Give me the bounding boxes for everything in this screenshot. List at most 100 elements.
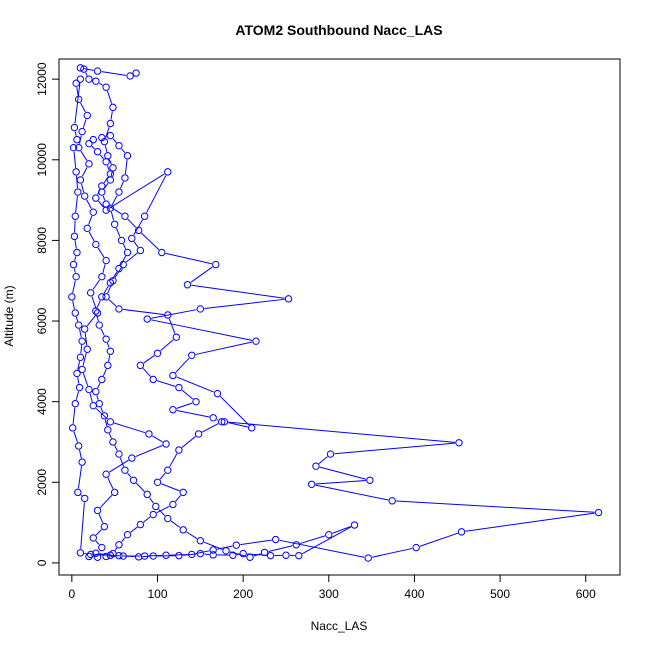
series-segment	[152, 435, 163, 443]
x-tick-label: 400	[404, 587, 424, 601]
data-point	[188, 351, 196, 359]
data-point	[164, 466, 172, 474]
series-segment	[159, 472, 166, 480]
series-segment	[143, 355, 155, 364]
data-point	[85, 385, 93, 394]
data-point	[172, 333, 181, 341]
series-segment	[74, 131, 77, 136]
chart-title: ATOM2 Southbound Nacc_LAS	[235, 22, 442, 38]
series-segment	[77, 466, 83, 489]
data-point	[212, 260, 220, 269]
data-point	[292, 541, 300, 549]
series-segment	[141, 232, 160, 251]
series-segment	[82, 353, 87, 366]
x-tick-label: 300	[319, 587, 339, 601]
series-segment	[396, 500, 595, 513]
data-point	[100, 522, 109, 531]
data-point	[179, 526, 187, 534]
data-point	[74, 321, 83, 329]
data-point	[102, 206, 110, 214]
data-point	[121, 174, 129, 182]
data-point	[93, 67, 102, 75]
data-point	[89, 401, 97, 410]
series-segment	[101, 71, 127, 76]
series-segment	[299, 535, 326, 545]
data-point	[121, 212, 129, 220]
data-point	[220, 418, 229, 426]
data-point	[109, 438, 117, 446]
data-point	[140, 212, 149, 220]
data-point	[266, 551, 275, 560]
data-point	[455, 439, 463, 447]
data-point	[209, 546, 217, 554]
data-point	[76, 75, 85, 83]
data-point	[100, 412, 109, 420]
series-segment	[161, 483, 180, 492]
x-axis-label: Nacc_LAS	[311, 619, 368, 633]
series-segment	[80, 502, 85, 549]
data-point	[136, 246, 145, 255]
data-point	[109, 164, 117, 172]
data-point	[175, 446, 183, 454]
series-segment	[81, 167, 88, 177]
data-point	[89, 534, 97, 542]
data-point	[106, 119, 115, 128]
data-point	[121, 466, 129, 474]
series-segment	[84, 68, 94, 71]
x-tick-label: 0	[69, 587, 76, 601]
data-point	[80, 65, 88, 73]
data-point	[136, 520, 145, 529]
data-point	[194, 430, 203, 438]
series-segment	[109, 205, 122, 215]
series-segment	[465, 512, 595, 532]
series-segment	[114, 267, 122, 278]
series-segment	[107, 477, 114, 489]
data-point	[196, 549, 205, 558]
data-point	[92, 194, 100, 202]
data-point	[73, 248, 81, 257]
series-segment	[106, 90, 113, 104]
series-segment	[127, 218, 137, 228]
series-segment	[228, 422, 248, 428]
data-point	[594, 508, 603, 517]
data-point	[169, 500, 177, 509]
data-point	[222, 547, 230, 555]
series-segment	[151, 319, 253, 341]
data-point	[109, 277, 117, 285]
y-tick-label: 0	[35, 559, 49, 566]
data-point	[109, 549, 117, 558]
series-segment	[86, 315, 96, 327]
series-segment	[74, 83, 81, 124]
y-tick-label: 4000	[35, 388, 49, 415]
data-point	[102, 83, 110, 91]
series-segment	[121, 148, 126, 154]
series-segment	[201, 423, 219, 433]
series-segment	[146, 175, 167, 213]
data-point	[188, 550, 196, 559]
data-point	[75, 383, 84, 392]
series-segment	[175, 495, 181, 502]
data-point	[145, 430, 153, 438]
series-segment	[79, 449, 82, 459]
data-point	[213, 389, 222, 398]
series-segment	[332, 525, 351, 534]
series-segment	[106, 165, 110, 171]
series-segment	[80, 345, 83, 354]
data-point	[69, 424, 77, 432]
data-point	[196, 305, 205, 313]
data-point	[85, 552, 93, 561]
series-segment	[74, 256, 77, 261]
data-point	[106, 131, 115, 140]
series-segment	[72, 300, 75, 310]
data-point	[252, 337, 260, 345]
series-segment	[149, 497, 154, 504]
data-point	[102, 158, 110, 166]
series-segment	[92, 279, 100, 290]
data-point	[93, 506, 102, 515]
data-point	[74, 143, 83, 152]
data-point	[115, 188, 123, 196]
data-point	[209, 551, 217, 559]
series-segment	[315, 484, 389, 501]
data-point	[192, 397, 200, 406]
series-segment	[88, 215, 93, 225]
